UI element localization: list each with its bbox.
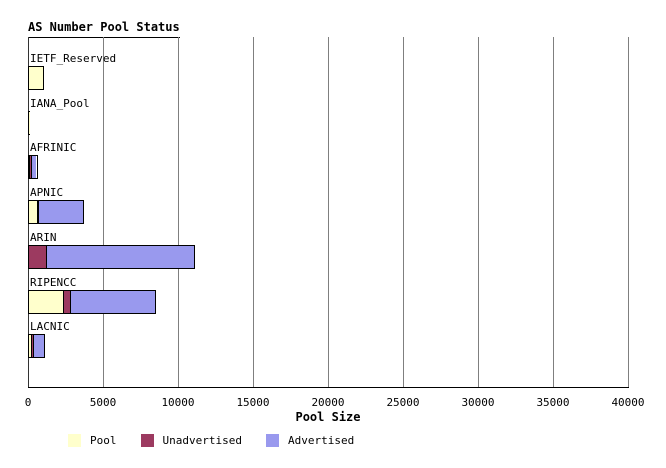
bar-segment-advertised [39, 201, 84, 224]
bar-arin [28, 244, 195, 269]
gridline-25000 [403, 37, 404, 387]
x-tick-label: 20000 [311, 396, 345, 409]
category-label-arin: ARIN [30, 230, 57, 244]
bar-segment-pool [29, 67, 44, 89]
bar-segment-pool [29, 201, 38, 224]
category-label-afrinic: AFRINIC [30, 141, 77, 155]
plot-area: IETF_Reserved IANA_Pool AFRINIC APNIC ARIN RI… [28, 37, 629, 388]
bar-lacnic [28, 334, 45, 359]
bar-segment-advertised [47, 245, 194, 268]
bar-segment-unadvertised [38, 201, 39, 224]
x-tick-label: 15000 [236, 396, 270, 409]
x-tick-label: 30000 [461, 396, 495, 409]
legend-label-advertised: Advertised [287, 434, 355, 447]
bar-ripencc [28, 289, 156, 314]
legend-item-unadvertised: Unadvertised [140, 434, 242, 447]
bar-segment-advertised [34, 335, 44, 358]
bar-segment-advertised [70, 290, 155, 313]
legend-swatch-pool [68, 434, 81, 447]
bar-segment-advertised [32, 156, 37, 179]
x-axis-line [28, 387, 629, 388]
gridline-30000 [478, 37, 479, 387]
gridline-20000 [328, 37, 329, 387]
bar-segment-unadvertised [29, 245, 47, 268]
legend: Pool Unadvertised Advertised [68, 434, 354, 447]
x-tick-label: 5000 [89, 396, 117, 409]
x-tick-label: 10000 [161, 396, 195, 409]
bar-ietf_reserved [28, 66, 45, 90]
bar-segment-pool [29, 335, 33, 358]
x-tick-label: 40000 [611, 396, 645, 409]
gridline-5000 [103, 37, 104, 387]
category-label-lacnic: LACNIC [30, 320, 70, 334]
legend-label-pool: Pool [90, 434, 117, 447]
x-axis-label: Pool Size [295, 410, 361, 424]
bar-segment-pool [29, 290, 64, 313]
bar-apnic [28, 200, 84, 225]
bar-afrinic [28, 155, 38, 180]
x-tick-label: 35000 [536, 396, 570, 409]
chart-title: AS Number Pool Status [28, 21, 180, 38]
gridline-15000 [253, 37, 254, 387]
category-label-iana_pool: IANA_Pool [30, 96, 90, 110]
legend-swatch-advertised [265, 434, 279, 447]
x-tick-label: 25000 [386, 396, 420, 409]
legend-label-unadvertised: Unadvertised [162, 434, 242, 447]
category-label-ripencc: RIPENCC [30, 275, 77, 289]
x-tick-label: 0 [24, 396, 32, 409]
bar-segment-pool [29, 156, 31, 179]
gridline-35000 [553, 37, 554, 387]
bar-segment-unadvertised [63, 290, 71, 313]
legend-item-advertised: Advertised [265, 434, 355, 447]
bar-segment-unadvertised [30, 156, 33, 179]
legend-item-pool: Pool [68, 434, 117, 447]
category-label-apnic: APNIC [30, 186, 64, 200]
legend-swatch-unadvertised [140, 434, 154, 447]
category-label-ietf_reserved: IETF_Reserved [30, 52, 117, 65]
bar-iana_pool [28, 110, 31, 135]
bar-segment-unadvertised [32, 335, 35, 358]
gridline-40000 [628, 37, 629, 387]
gridline-10000 [178, 37, 179, 387]
